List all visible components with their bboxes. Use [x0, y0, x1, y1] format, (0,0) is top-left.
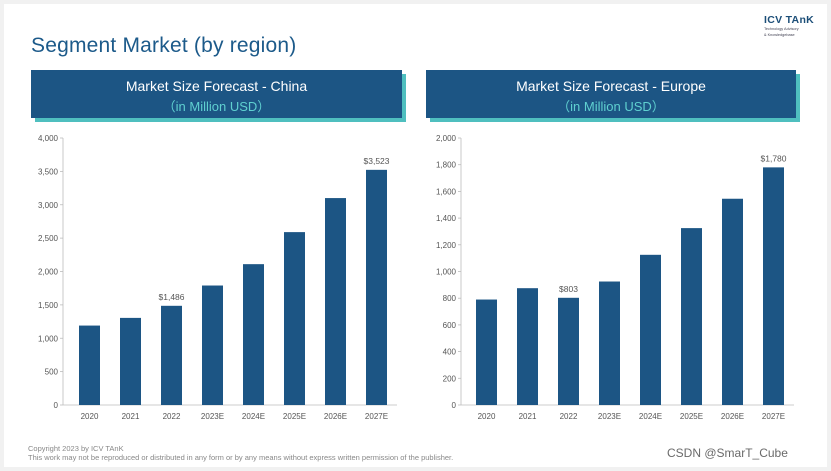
x-tick-label: 2021 [122, 412, 140, 421]
watermark: CSDN @SmarT_Cube [667, 446, 788, 460]
x-tick-label: 2021 [519, 412, 537, 421]
bar [243, 264, 264, 405]
china-chart-header: Market Size Forecast - China （in Million… [31, 70, 406, 122]
y-tick-label: 0 [54, 401, 59, 410]
y-tick-label: 2,000 [436, 134, 457, 143]
bar [325, 198, 346, 405]
bar [640, 254, 661, 405]
bar [366, 169, 387, 405]
europe-chart-title: Market Size Forecast - Europe [516, 78, 706, 94]
data-label: $803 [559, 284, 578, 294]
y-tick-label: 600 [443, 321, 457, 330]
x-tick-label: 2020 [478, 412, 496, 421]
y-tick-label: 500 [45, 368, 59, 377]
bar [763, 167, 784, 405]
x-tick-label: 2022 [163, 412, 181, 421]
x-tick-label: 2025E [680, 412, 703, 421]
copyright-footer: Copyright 2023 by ICV TAnK This work may… [28, 444, 453, 462]
x-tick-label: 2027E [762, 412, 785, 421]
y-tick-label: 200 [443, 374, 457, 383]
y-tick-label: 1,000 [38, 334, 59, 343]
bar [284, 232, 305, 405]
x-tick-label: 2020 [81, 412, 99, 421]
y-tick-label: 1,800 [436, 161, 457, 170]
data-label: $1,486 [159, 292, 185, 302]
data-label: $1,780 [761, 153, 787, 163]
bar [599, 281, 620, 405]
china-chart-title: Market Size Forecast - China [125, 78, 308, 94]
copyright-line: Copyright 2023 by ICV TAnK [28, 444, 124, 453]
bar [476, 299, 497, 405]
y-tick-label: 1,200 [436, 241, 457, 250]
data-label: $3,523 [364, 156, 390, 166]
y-tick-label: 400 [443, 348, 457, 357]
x-tick-label: 2026E [324, 412, 347, 421]
x-tick-label: 2023E [598, 412, 621, 421]
bar [722, 198, 743, 405]
europe-chart-subtitle: （in Million USD） [557, 99, 665, 114]
europe-chart-header: Market Size Forecast - Europe （in Millio… [426, 70, 800, 122]
x-tick-label: 2023E [201, 412, 224, 421]
y-tick-label: 2,500 [38, 234, 59, 243]
logo-tagline-1: Technology Advisory [764, 27, 799, 31]
china-chart-subtitle: （in Million USD） [162, 99, 271, 114]
y-tick-label: 4,000 [38, 134, 59, 143]
bar [681, 228, 702, 405]
y-tick-label: 2,000 [38, 268, 59, 277]
rights-line: This work may not be reproduced or distr… [28, 453, 454, 462]
bar [120, 317, 141, 405]
x-tick-label: 2024E [242, 412, 265, 421]
y-tick-label: 1,600 [436, 187, 457, 196]
y-tick-label: 1,500 [38, 301, 59, 310]
x-tick-label: 2022 [560, 412, 578, 421]
x-tick-label: 2026E [721, 412, 744, 421]
logo-name: ICV TAnK [764, 14, 815, 26]
header-box: Market Size Forecast - China （in Million… [31, 70, 402, 118]
x-tick-label: 2025E [283, 412, 306, 421]
x-tick-label: 2024E [639, 412, 662, 421]
logo: ICV TAnK Technology Advisory & Knowledge… [764, 14, 828, 37]
bar [79, 325, 100, 405]
page-title: Segment Market (by region) [31, 34, 297, 57]
bar [517, 288, 538, 405]
y-tick-label: 1,400 [436, 214, 457, 223]
y-tick-label: 0 [452, 401, 457, 410]
bar [202, 285, 223, 405]
y-tick-label: 3,000 [38, 201, 59, 210]
x-tick-label: 2027E [365, 412, 388, 421]
bar [161, 305, 182, 405]
y-tick-label: 800 [443, 294, 457, 303]
header-box: Market Size Forecast - Europe （in Millio… [426, 70, 796, 118]
bar [558, 297, 579, 405]
y-tick-label: 3,500 [38, 167, 59, 176]
y-tick-label: 1,000 [436, 268, 457, 277]
logo-tagline-2: & Knowledgebase [764, 32, 795, 37]
